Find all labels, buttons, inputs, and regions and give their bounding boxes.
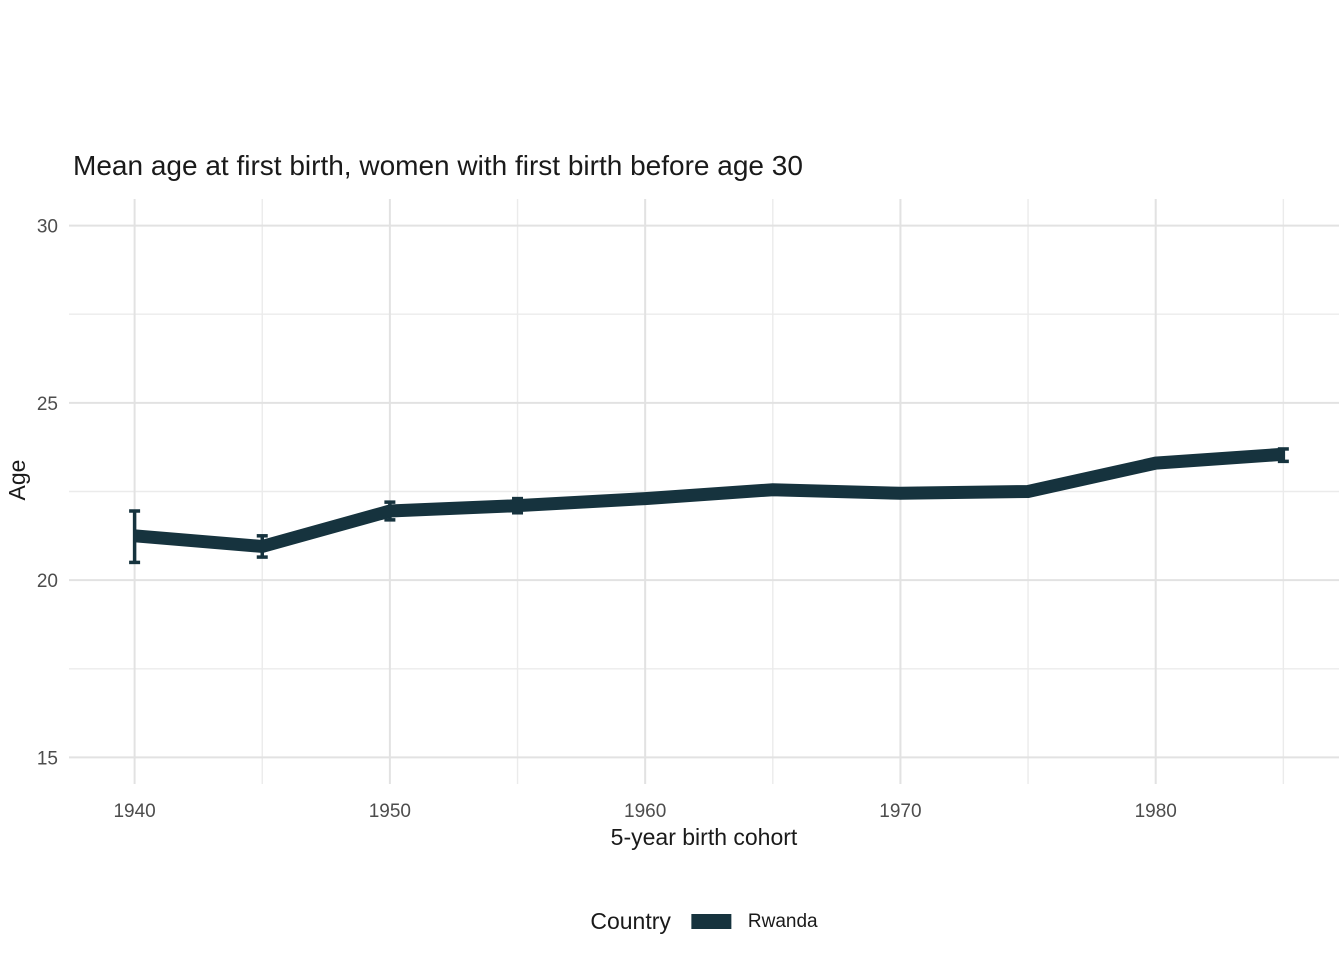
legend-line-swatch	[690, 914, 731, 929]
x-tick-label-1970: 1970	[879, 801, 921, 822]
x-tick-label-1960: 1960	[624, 801, 666, 822]
y-tick-label-30: 30	[37, 217, 58, 238]
y-tick-label-25: 25	[37, 394, 58, 415]
x-tick-label-1950: 1950	[369, 801, 411, 822]
y-axis-title: Age	[4, 459, 30, 501]
y-tick-label-15: 15	[37, 748, 58, 769]
chart-title: Mean age at first birth, women with firs…	[73, 150, 803, 181]
series-line-rwanda	[134, 447, 1284, 554]
x-tick-label-1940: 1940	[113, 801, 155, 822]
x-axis-title: 5-year birth cohort	[610, 824, 798, 850]
legend-item-label: Rwanda	[747, 910, 818, 932]
x-tick-label-1980: 1980	[1135, 801, 1177, 822]
y-tick-label-20: 20	[37, 571, 58, 592]
legend: Country Rwanda	[590, 908, 817, 935]
legend-title: Country	[590, 908, 671, 934]
